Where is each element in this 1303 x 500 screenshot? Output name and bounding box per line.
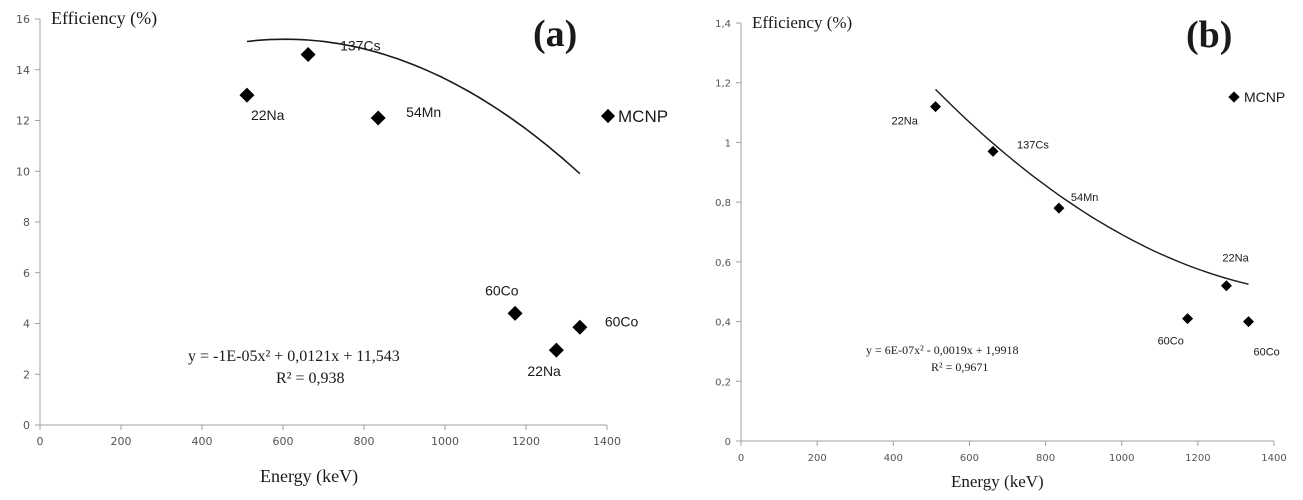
panel-a-y-tick-label: 4 <box>23 318 30 331</box>
panel-b-y-tick-label: 1,2 <box>715 79 731 90</box>
panel-b-label: (b) <box>1186 14 1232 56</box>
panel-a-x-axis-title: Energy (keV) <box>260 466 358 487</box>
panel-b-x-tick-label: 600 <box>960 453 979 464</box>
panel-b-point-label: 54Mn <box>1071 192 1099 204</box>
panel-a-y-tick-label: 10 <box>16 165 30 178</box>
panel-b-x-axis-title: Energy (keV) <box>951 472 1044 491</box>
panel-a-y-tick-label: 0 <box>23 419 30 432</box>
panel-b-legend-marker <box>1228 91 1240 103</box>
panel-b-trend-r2: R² = 0,9671 <box>931 360 988 374</box>
panel-a-y-tick-label: 6 <box>23 267 30 280</box>
panel-b-y-axis-title: Efficiency (%) <box>752 13 852 32</box>
panel-b-y-tick-label: 0,2 <box>715 377 731 388</box>
panel-b-y-tick-label: 1,4 <box>715 19 731 30</box>
panel-a-point-label: 60Co <box>605 313 639 329</box>
panel-a-point-label: 22Na <box>251 107 285 123</box>
panel-b-legend: MCNP <box>1228 89 1285 105</box>
panel-b-x-tick-label: 1000 <box>1109 453 1134 464</box>
panel-b-x-tick-label: 400 <box>884 453 903 464</box>
panel-a-x-tick-label: 1000 <box>431 435 459 448</box>
panel-a-point-label: 54Mn <box>406 104 441 120</box>
panel-a-y-tick-label: 16 <box>16 13 30 26</box>
panel-a-data-point <box>239 87 255 103</box>
panel-b-x-tick-label: 800 <box>1036 453 1055 464</box>
panel-a-y-ticks: 0 2 4 6 8 10 12 14 16 <box>16 13 40 432</box>
panel-b-y-tick-label: 1 <box>725 138 731 149</box>
panel-b-data-point <box>987 145 999 157</box>
panel-a-data-point <box>548 342 564 358</box>
panel-a-data-point <box>572 319 588 335</box>
panel-b-data-point <box>1242 316 1254 328</box>
panel-b-point-label: 60Co <box>1253 347 1279 359</box>
panel-a-x-tick-label: 400 <box>192 435 213 448</box>
panel-b-point-label: 137Cs <box>1017 139 1049 151</box>
panel-b-point-label: 60Co <box>1158 336 1184 348</box>
panel-a-x-tick-label: 600 <box>273 435 294 448</box>
panel-a-data-point <box>370 110 386 126</box>
panel-b-point-label: 22Na <box>892 116 919 128</box>
panel-a-legend-label: MCNP <box>618 107 668 126</box>
panel-a-y-tick-label: 14 <box>16 64 30 77</box>
panel-a-x-tick-label: 1200 <box>512 435 540 448</box>
panel-b-data-point <box>930 101 942 113</box>
panel-b-legend-label: MCNP <box>1244 89 1285 105</box>
panel-a-data-point <box>300 47 316 63</box>
panel-b-points: 22Na 137Cs 54Mn 60Co 22Na 60Co <box>892 101 1280 359</box>
panel-b-x-tick-label: 1200 <box>1185 453 1210 464</box>
panel-a-point-label: 137Cs <box>340 38 380 54</box>
panel-b: 0 200 400 600 800 1000 1200 1400 0 0,2 0,4 0,6 0,8 1… <box>715 13 1287 491</box>
panel-b-point-label: 22Na <box>1222 253 1249 265</box>
panel-a-trend-r2: R² = 0,938 <box>276 370 345 387</box>
panel-a-data-point <box>507 305 523 321</box>
panel-a-label: (a) <box>533 13 577 55</box>
panel-a-x-ticks: 0 200 400 600 800 1000 1200 1400 <box>37 425 621 448</box>
panel-a-y-tick-label: 8 <box>23 216 30 229</box>
panel-b-y-ticks: 0 0,2 0,4 0,6 0,8 1 1,2 1,4 <box>715 19 741 448</box>
panel-b-trendline <box>935 88 1249 285</box>
panel-a-y-axis-title: Efficiency (%) <box>51 8 157 29</box>
panel-a-x-tick-label: 800 <box>354 435 375 448</box>
panel-b-y-tick-label: 0 <box>725 437 731 448</box>
panel-b-x-tick-label: 1400 <box>1261 453 1286 464</box>
panel-a-legend: MCNP <box>600 107 668 126</box>
panel-a-points: 22Na 137Cs 54Mn 60Co 22Na 60Co <box>239 38 639 379</box>
panel-b-x-tick-label: 200 <box>808 453 827 464</box>
panel-b-data-point <box>1220 280 1232 292</box>
panel-b-y-tick-label: 0,4 <box>715 318 731 329</box>
panel-a-trend-equation: y = -1E-05x² + 0,0121x + 11,543 <box>188 348 400 365</box>
panel-b-y-tick-label: 0,6 <box>715 258 731 269</box>
panel-b-x-ticks: 0 200 400 600 800 1000 1200 1400 <box>738 441 1287 464</box>
panel-b-axes <box>740 23 1274 442</box>
panel-b-data-point <box>1053 202 1065 214</box>
panel-a-y-tick-label: 12 <box>16 115 30 128</box>
panel-a-point-label: 22Na <box>527 363 561 379</box>
panel-a-point-label: 60Co <box>485 282 519 298</box>
panel-a-trendline <box>246 38 581 175</box>
panel-a-x-tick-label: 200 <box>111 435 132 448</box>
panel-a-y-tick-label: 2 <box>23 368 30 381</box>
panel-b-trend-equation: y = 6E-07x² - 0,0019x + 1,9918 <box>866 343 1018 357</box>
panel-a-x-tick-label: 0 <box>37 435 44 448</box>
panel-b-x-tick-label: 0 <box>738 453 744 464</box>
panel-b-y-tick-label: 0,8 <box>715 198 731 209</box>
panel-a: 0 200 400 600 800 1000 1200 1400 0246810121416 … <box>16 8 668 487</box>
panel-a-legend-marker <box>600 108 616 124</box>
panel-b-data-point <box>1182 313 1194 325</box>
panel-a-x-tick-label: 1400 <box>593 435 621 448</box>
